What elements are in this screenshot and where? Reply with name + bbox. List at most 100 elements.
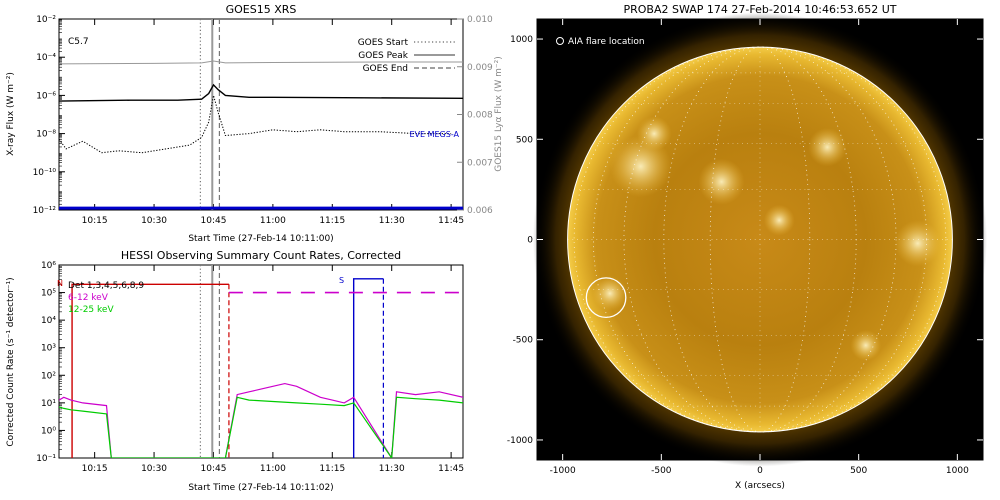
goes-x-tick-label: 11:15	[319, 216, 345, 226]
sun-longitude-line	[663, 46, 857, 433]
goes-right-y-tick-label: 0.007	[467, 158, 493, 168]
hessi-x-tick-label: 10:30	[141, 464, 167, 474]
hessi-x-tick-label: 10:45	[201, 464, 227, 474]
hessi-x-axis-label: Start Time (27-Feb-14 10:11:02)	[188, 483, 333, 493]
swap-y-tick-label: -1000	[507, 436, 533, 446]
sun-bright-region	[636, 116, 672, 151]
swap-y-tick-label: 0	[527, 236, 533, 246]
goes-right-y-tick-label: 0.009	[467, 63, 493, 73]
hessi-x-tick-label: 11:45	[438, 464, 464, 474]
goes-x-tick-label: 11:30	[379, 216, 405, 226]
hessi-y-ticks: 10⁶ 10⁵ 10⁴ 10³ 10² 10¹ 10⁰ 10⁻¹	[36, 261, 65, 464]
goes-y-ticks: 10⁻² 10⁻⁴ 10⁻⁶ 10⁻⁸ 10⁻¹⁰ 10⁻¹²	[33, 15, 65, 216]
goes-y-tick-label: 10⁻⁶	[36, 91, 56, 101]
goes-series	[59, 60, 463, 210]
aia-flare-circle	[585, 277, 627, 319]
goes-series-line	[59, 83, 463, 102]
sun-bright-region	[850, 329, 882, 361]
hessi-y-tick-label: 10¹	[41, 399, 56, 409]
swap-image-title: PROBA2 SWAP 174 27-Feb-2014 10:46:53.652…	[624, 3, 897, 16]
goes-x-tick-label: 10:15	[82, 216, 108, 226]
swap-x-tick-label: 0	[757, 466, 763, 476]
sun-bright-region	[698, 158, 745, 205]
goes-y-tick-label: 10⁻²	[36, 15, 56, 25]
hessi-x-tick-label: 11:15	[319, 464, 345, 474]
goes-right-y-ticks: 0.010 0.009 0.008 0.007 0.006	[457, 15, 493, 216]
hessi-x-tick-label: 10:15	[82, 464, 108, 474]
hessi-night-label-n: N	[57, 279, 63, 288]
goes-series-line	[59, 95, 452, 154]
goes-eve-label: EVE MEGS-A	[409, 130, 459, 139]
swap-x-axis-label: X (arcsecs)	[735, 481, 785, 491]
hessi-interval-solid	[352, 278, 384, 458]
goes-panel: GOES15 XRS 10⁻² 10⁻⁴ 10⁻⁶ 10⁻⁸ 10⁻¹⁰ 10⁻¹² 0.…	[6, 3, 504, 244]
goes-legend-label: GOES Peak	[358, 51, 408, 61]
hessi-plot-frame	[58, 264, 464, 459]
sun-bright-region	[609, 135, 672, 198]
goes-x-tick-label: 10:45	[201, 216, 227, 226]
hessi-night-intervals	[71, 278, 384, 458]
hessi-y-tick-label: 10³	[41, 344, 56, 354]
hessi-x-tick-label: 11:00	[260, 464, 286, 474]
goes-y-tick-label: 10⁻⁴	[36, 53, 56, 63]
hessi-legend-6-12: 6-12 keV	[68, 293, 109, 303]
goes-legend-label: GOES Start	[358, 38, 409, 48]
goes-x-tick-label: 11:45	[438, 216, 464, 226]
hessi-legend-det: Det 1,3,4,5,6,8,9	[68, 281, 144, 291]
sun-bright-region	[592, 276, 628, 311]
swap-y-tick-label: -500	[513, 336, 534, 346]
goes-y-tick-label: 10⁻⁸	[36, 130, 56, 140]
hessi-chart-title: HESSI Observing Summary Count Rates, Cor…	[121, 249, 401, 262]
goes-right-y-tick-label: 0.010	[467, 15, 493, 25]
hessi-y-tick-label: 10²	[41, 371, 56, 381]
hessi-y-tick-label: 10⁶	[41, 261, 56, 271]
aia-flare-location-label: AIA flare location	[568, 37, 645, 47]
swap-x-ticks: -1000 -500 0 500 1000	[550, 19, 969, 476]
swap-x-tick-label: 500	[850, 466, 867, 476]
goes-y-tick-label: 10⁻¹²	[33, 206, 57, 216]
hessi-y-tick-label: 10⁻¹	[36, 454, 56, 464]
hessi-series-line	[59, 382, 463, 458]
goes-legend-label: GOES End	[363, 64, 408, 74]
hessi-y-tick-label: 10⁴	[41, 316, 56, 326]
goes-right-y-axis-label: GOES15 Lyα Flux (W m⁻²)	[494, 56, 504, 172]
hessi-x-tick-label: 11:30	[379, 464, 405, 474]
hessi-night-label-s: S	[339, 276, 344, 285]
goes-y-tick-label: 10⁻¹⁰	[33, 168, 57, 178]
swap-y-ticks: 1000 500 0 -500 -1000	[507, 35, 983, 446]
sun-disk	[532, 12, 988, 467]
goes-event-lines	[199, 19, 221, 210]
swap-y-tick-label: 500	[516, 135, 533, 145]
sun-bright-region	[763, 204, 795, 236]
hessi-series	[59, 291, 463, 458]
goes-right-y-tick-label: 0.008	[467, 111, 493, 121]
sun-bright-region	[894, 220, 941, 267]
hessi-y-tick-label: 10⁵	[41, 289, 56, 299]
hessi-series-line	[59, 396, 463, 458]
sun-longitude-line	[573, 46, 947, 433]
goes-chart-title: GOES15 XRS	[226, 3, 297, 16]
swap-x-tick-label: 1000	[946, 466, 969, 476]
aia-legend-marker	[556, 37, 564, 45]
goes-right-y-tick-label: 0.006	[467, 206, 493, 216]
swap-panel: PROBA2 SWAP 174 27-Feb-2014 10:46:53.652…	[507, 3, 988, 491]
sun-bright-region	[808, 127, 847, 167]
goes-legend: GOES Start GOES Peak GOES End	[358, 38, 455, 74]
goes-series-line	[59, 60, 463, 65]
hessi-y-tick-label: 10⁰	[41, 426, 56, 436]
goes-x-axis-label: Start Time (27-Feb-14 10:11:00)	[188, 234, 333, 244]
hessi-x-ticks: 10:15 10:30 10:45 11:00 11:15 11:30 11:45	[82, 265, 464, 474]
goes-flare-class: C5.7	[68, 37, 89, 47]
hessi-y-axis-label: Corrected Count Rate (s⁻¹ detector⁻¹)	[6, 277, 16, 446]
swap-y-tick-label: 1000	[510, 35, 533, 45]
swap-x-tick-label: -500	[651, 466, 672, 476]
sun-limb	[567, 46, 953, 433]
hessi-panel: HESSI Observing Summary Count Rates, Cor…	[6, 249, 464, 493]
hessi-event-lines	[199, 265, 221, 458]
swap-x-tick-label: -1000	[550, 466, 576, 476]
hessi-legend-12-25: 12-25 keV	[68, 305, 114, 315]
goes-x-tick-label: 11:00	[260, 216, 286, 226]
goes-x-tick-label: 10:30	[141, 216, 167, 226]
goes-y-axis-label: X-ray Flux (W m⁻²)	[6, 72, 16, 156]
